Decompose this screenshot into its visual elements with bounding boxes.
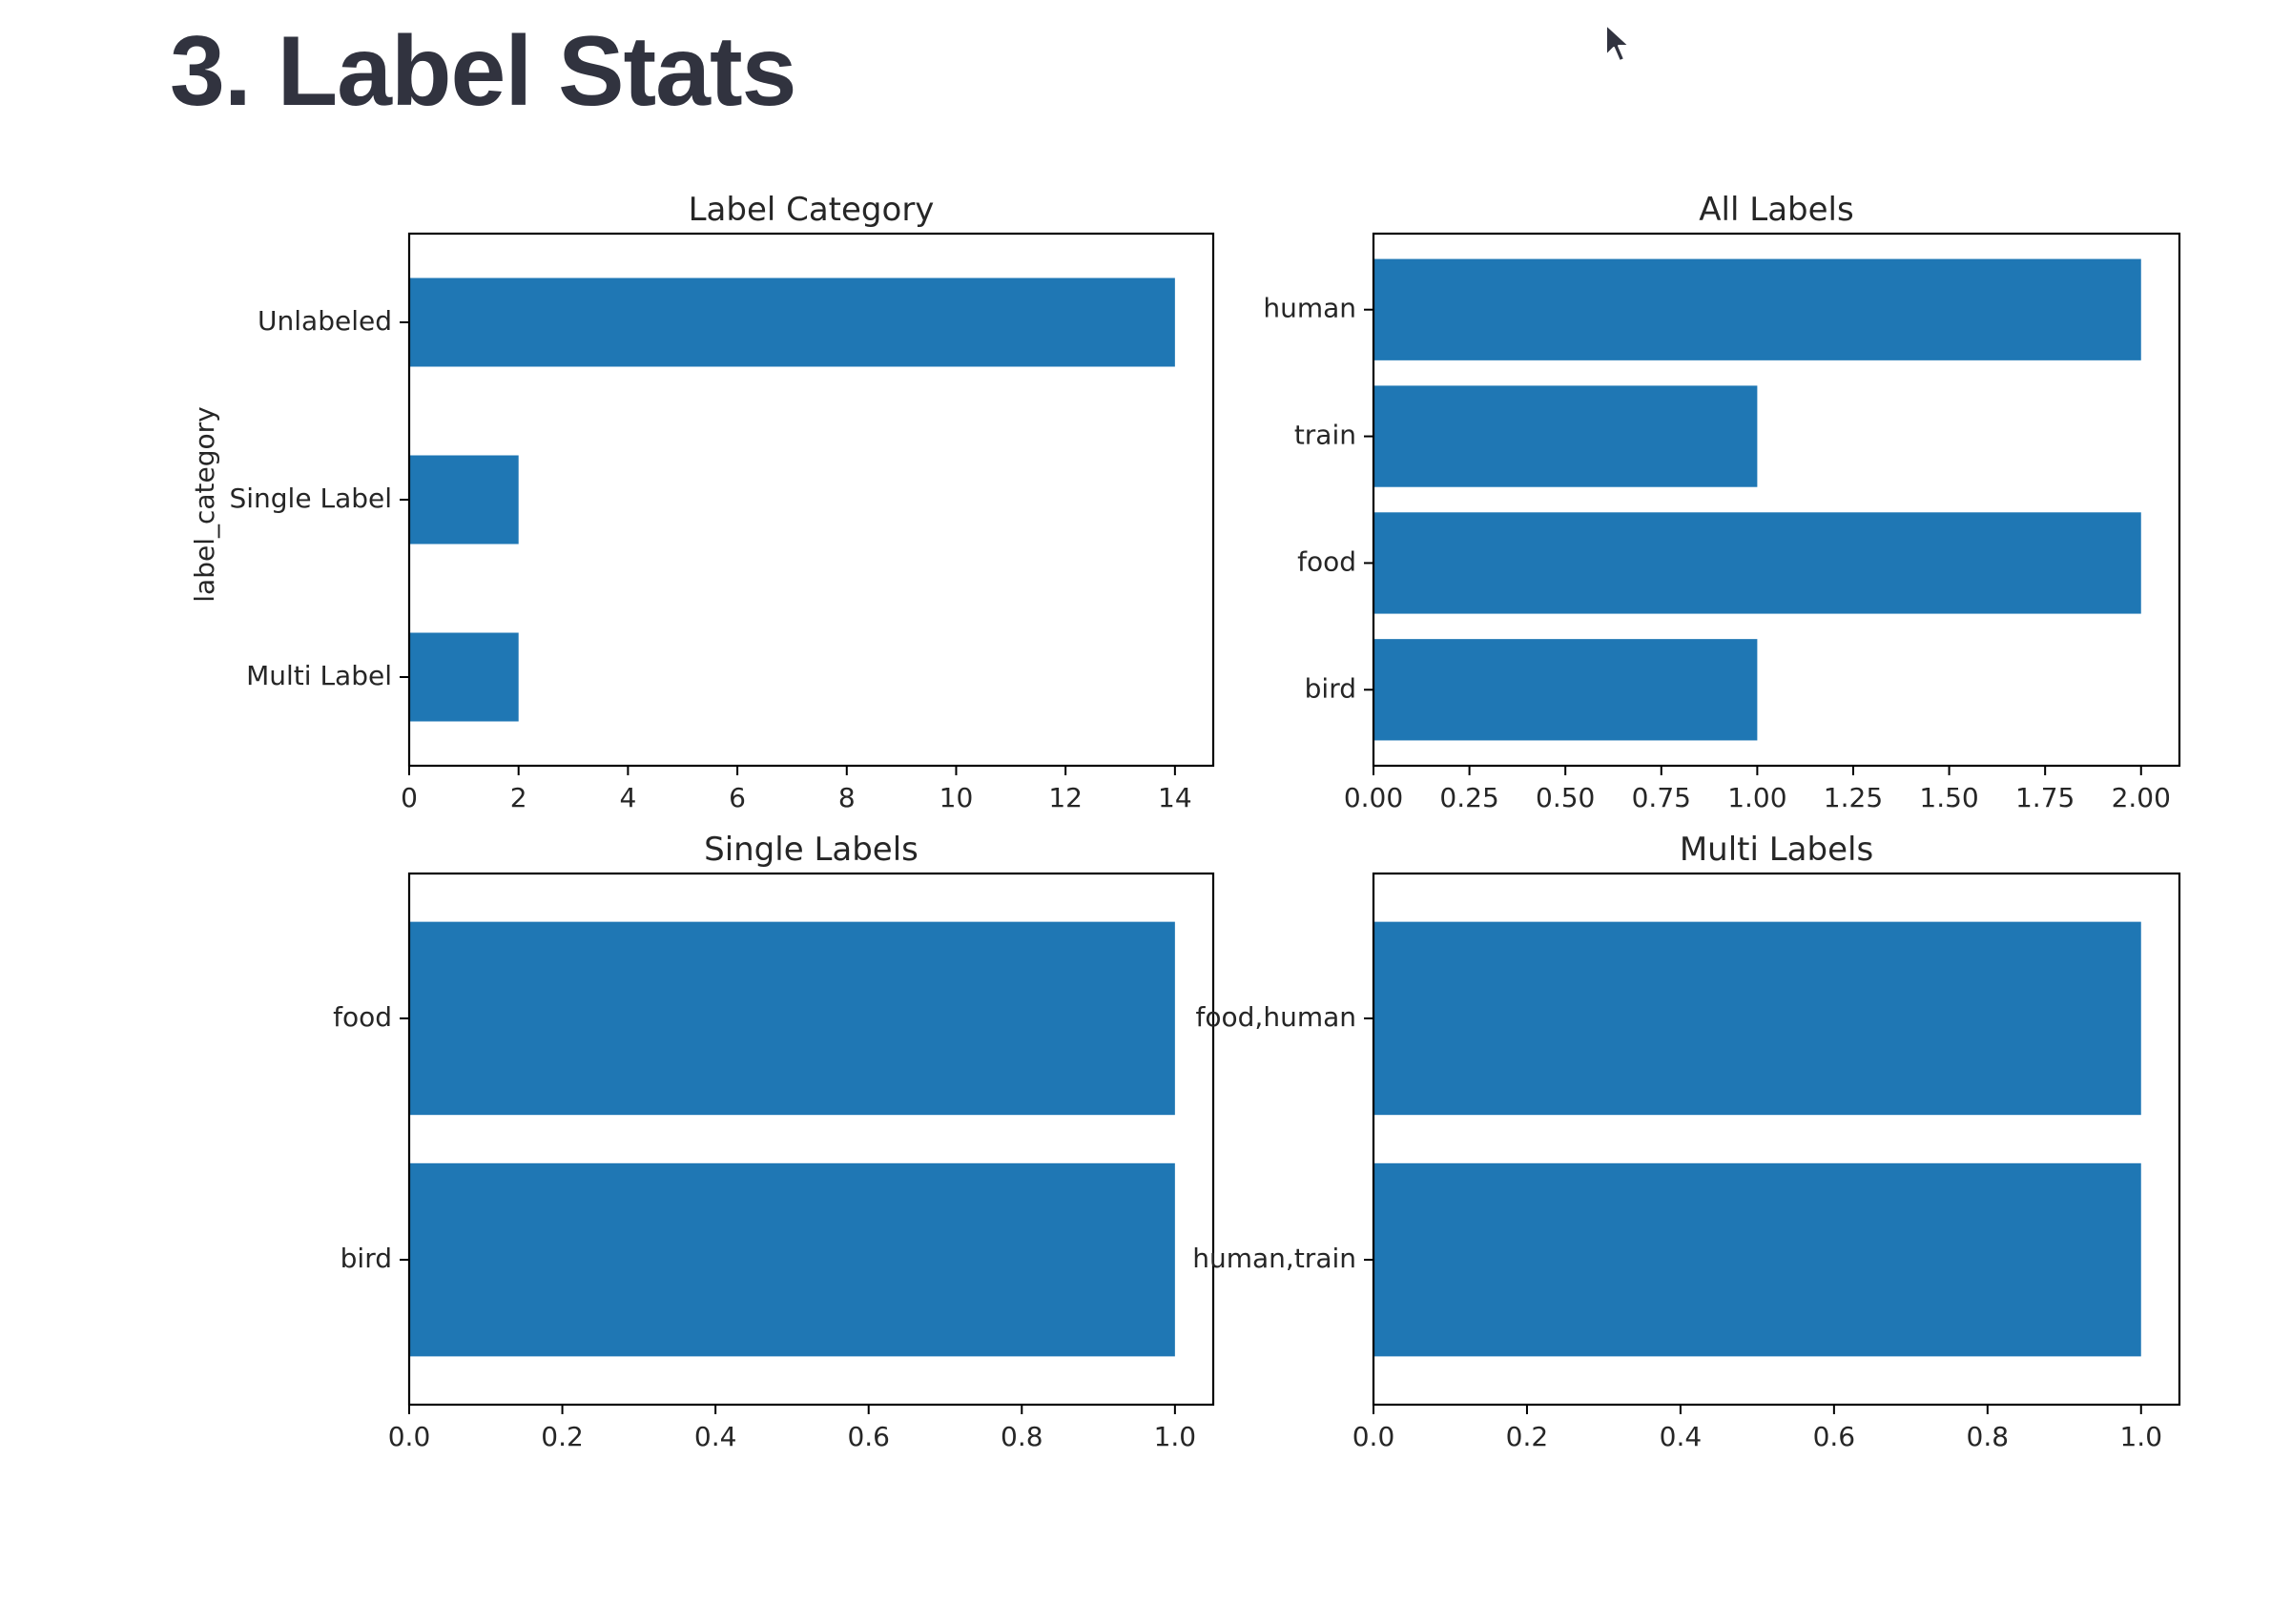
chart-3: food,human human,train 0.0 0.2 0.4 0.6 0.8 1.0 M… [1192,831,2181,1452]
chart-0: Unlabeled Single Label Multi Label 0 2 4 6 8 10 1… [189,191,1215,813]
chart-1: human train food bird 0.00 0.25 0.50 0.75 1.00 1.… [1263,191,2181,813]
bar-1-1 [1373,385,1758,487]
xtick-label-1-7: 1.75 [2015,782,2075,813]
xtick-label-0-1: 2 [510,782,527,813]
chart-title-3: Multi Labels [1680,831,1873,869]
xtick-label-3-4: 0.8 [1967,1421,2010,1452]
bar-0-2 [409,632,519,722]
bar-0-1 [409,455,519,545]
page-title: 3. Label Stats [170,16,796,127]
ytick-label-1-3: bird [1305,672,1356,704]
xtick-label-1-4: 1.00 [1727,782,1786,813]
xtick-label-0-4: 8 [838,782,856,813]
chart-2: food bird 0.0 0.2 0.4 0.6 0.8 1.0 Single Labels [333,831,1215,1452]
xtick-label-1-2: 0.50 [1536,782,1595,813]
xtick-label-1-0: 0.00 [1344,782,1403,813]
ytick-label-3-1: human,train [1192,1243,1356,1274]
bar-1-3 [1373,639,1758,741]
ytick-label-3-0: food,human [1196,1001,1356,1033]
ytick-label-0-1: Single Label [229,483,392,514]
xtick-label-2-1: 0.2 [541,1421,584,1452]
xtick-label-0-0: 0 [401,782,418,813]
ytick-label-2-0: food [333,1001,392,1033]
xtick-label-0-6: 12 [1048,782,1083,813]
xtick-label-2-4: 0.8 [1001,1421,1043,1452]
xtick-label-2-2: 0.4 [694,1421,737,1452]
xtick-label-0-3: 6 [729,782,746,813]
plot-frame-2 [407,872,1215,1407]
xtick-label-1-8: 2.00 [2112,782,2171,813]
xtick-label-1-5: 1.25 [1824,782,1883,813]
xtick-label-3-0: 0.0 [1352,1421,1395,1452]
ytick-label-1-0: human [1263,293,1356,324]
bar-1-2 [1373,512,2141,614]
bar-2-0 [409,921,1175,1116]
ytick-label-0-0: Unlabeled [258,305,392,337]
xtick-label-2-5: 1.0 [1154,1421,1197,1452]
plot-frame-3 [1372,872,2181,1407]
xtick-label-0-7: 14 [1158,782,1192,813]
chart-title-1: All Labels [1699,191,1853,229]
chart-title-2: Single Labels [704,831,919,869]
xtick-label-1-6: 1.50 [1919,782,1978,813]
ytick-label-2-1: bird [341,1243,392,1274]
xtick-label-0-2: 4 [619,782,636,813]
ytick-label-1-2: food [1297,545,1356,577]
xtick-label-2-3: 0.6 [847,1421,890,1452]
xtick-label-3-3: 0.6 [1813,1421,1856,1452]
chart-title-0: Label Category [689,191,935,229]
xtick-label-1-3: 0.75 [1632,782,1691,813]
bar-0-0 [409,278,1175,367]
bar-3-0 [1373,921,2141,1116]
xtick-label-3-2: 0.4 [1660,1421,1703,1452]
xtick-label-2-0: 0.0 [388,1421,431,1452]
xtick-label-3-1: 0.2 [1506,1421,1549,1452]
ytick-label-0-2: Multi Label [246,660,392,691]
bar-3-1 [1373,1162,2141,1357]
xtick-label-0-5: 10 [939,782,974,813]
mouse-pointer-icon [1605,24,1630,62]
bar-1-0 [1373,258,2141,360]
bar-2-1 [409,1162,1175,1357]
xtick-label-3-5: 1.0 [2119,1421,2162,1452]
xtick-label-1-1: 0.25 [1439,782,1498,813]
ytick-label-1-1: train [1294,420,1356,451]
plot-frame-1 [1372,232,2181,768]
y-axis-label-0: label_category [189,406,220,602]
